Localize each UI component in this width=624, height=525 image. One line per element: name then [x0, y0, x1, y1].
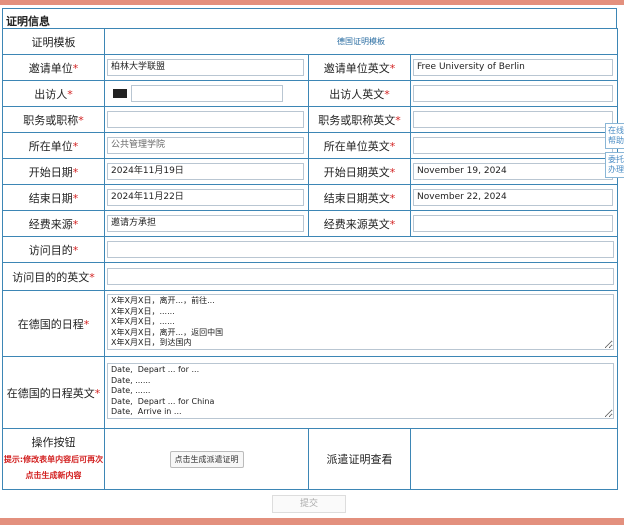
generate-certificate-button[interactable]: 点击生成派遣证明: [169, 450, 244, 468]
field-input[interactable]: 邀请方承担: [107, 215, 304, 232]
online-help-tab[interactable]: 在线帮助: [605, 123, 624, 149]
certificate-view-area: [409, 428, 619, 490]
purpose-en-input[interactable]: [107, 268, 614, 285]
field-input[interactable]: [131, 85, 284, 102]
redacted-name: [113, 89, 127, 98]
field-en-label: 邀请单位英文*: [308, 54, 411, 81]
actions-label: 操作按钮: [31, 436, 76, 449]
field-en-label: 结束日期英文*: [308, 184, 411, 211]
field-en-label: 所在单位英文*: [308, 132, 411, 159]
field-label: 所在单位*: [2, 132, 105, 159]
section-title: 证明信息: [2, 8, 617, 29]
field-input[interactable]: 2024年11月22日: [107, 189, 304, 206]
field-label: 出访人*: [2, 80, 105, 107]
submit-button[interactable]: 提交: [272, 495, 346, 513]
field-en-input[interactable]: November 22, 2024: [413, 189, 613, 206]
field-label: 职务或职称*: [2, 106, 105, 133]
form-row: 结束日期* 2024年11月22日 结束日期英文* November 22, 2…: [2, 184, 619, 211]
field-label: 结束日期*: [2, 184, 105, 211]
delegate-tab[interactable]: 委托办理: [605, 152, 624, 178]
purpose-input[interactable]: [107, 241, 614, 258]
form-row: 邀请单位* 柏林大学联盟 邀请单位英文* Free University of …: [2, 54, 619, 81]
field-label: 邀请单位*: [2, 54, 105, 81]
field-en-input[interactable]: [413, 137, 613, 154]
form-row: 经费来源* 邀请方承担 经费来源英文*: [2, 210, 619, 237]
form-row: 职务或职称* 职务或职称英文*: [2, 106, 619, 133]
field-input[interactable]: [107, 111, 304, 128]
certificate-view-label: 派遣证明查看: [308, 428, 411, 490]
field-en-input[interactable]: [413, 111, 613, 128]
schedule-textarea[interactable]: X年X月X日，离开...，前往... X年X月X日，...... X年X月X日，…: [107, 294, 614, 350]
purpose-en-label: 访问目的的英文*: [2, 262, 105, 291]
schedule-en-textarea[interactable]: Date, Depart ... for ... Date, ...... Da…: [107, 363, 614, 419]
field-label: 开始日期*: [2, 158, 105, 185]
page: 证明信息 证明模板 德国证明模板 邀请单位* 柏林大学联盟 邀请单位英文* Fr…: [0, 5, 624, 518]
field-en-label: 开始日期英文*: [308, 158, 411, 185]
field-en-label: 出访人英文*: [308, 80, 411, 107]
schedule-label: 在德国的日程*: [2, 290, 105, 357]
template-label: 证明模板: [2, 28, 105, 55]
field-en-input[interactable]: November 19, 2024: [413, 163, 613, 180]
form-row: 开始日期* 2024年11月19日 开始日期英文* November 19, 2…: [2, 158, 619, 185]
schedule-en-label: 在德国的日程英文*: [2, 356, 105, 429]
form-row: 所在单位* 公共管理学院 所在单位英文*: [2, 132, 619, 159]
actions-hint: 提示:修改表单内容后可再次点击生成新内容: [3, 455, 104, 480]
field-en-input[interactable]: [413, 215, 613, 232]
field-en-label: 职务或职称英文*: [308, 106, 411, 133]
field-input[interactable]: 2024年11月19日: [107, 163, 304, 180]
field-en-input[interactable]: Free University of Berlin: [413, 59, 613, 76]
purpose-label: 访问目的*: [2, 236, 105, 263]
field-en-input[interactable]: [413, 85, 613, 102]
field-input[interactable]: 柏林大学联盟: [107, 59, 304, 76]
field-en-label: 经费来源英文*: [308, 210, 411, 237]
field-label: 经费来源*: [2, 210, 105, 237]
certificate-form: 证明模板 德国证明模板 邀请单位* 柏林大学联盟 邀请单位英文* Free Un…: [2, 28, 619, 490]
field-input[interactable]: 公共管理学院: [107, 137, 304, 154]
form-row: 出访人* 出访人英文*: [2, 80, 619, 107]
germany-template-link[interactable]: 德国证明模板: [337, 37, 385, 46]
